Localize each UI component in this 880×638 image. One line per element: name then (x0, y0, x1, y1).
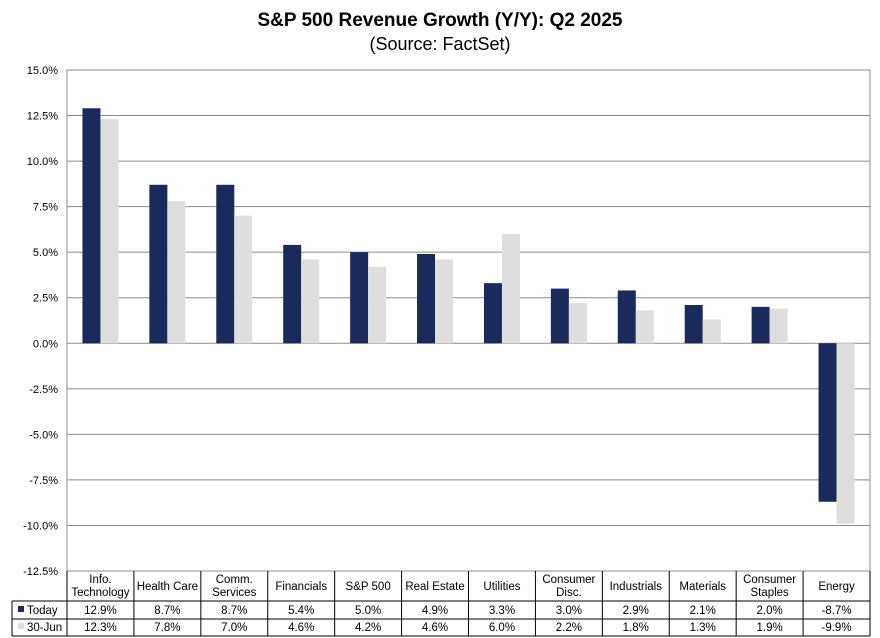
bar-today (684, 305, 703, 344)
bar-today (617, 290, 636, 344)
bar-30-jun (435, 259, 454, 344)
category-label: Consumer (542, 574, 595, 586)
data-label-today: 5.4% (288, 605, 314, 617)
category-label: Disc. (556, 587, 582, 599)
gridlines (66, 69, 871, 572)
y-axis: 15.0% 12.5% 10.0% 7.5% 5.0% 2.5% 0.0% -2.5% -5.0… (23, 65, 58, 578)
bar-30-jun (836, 343, 855, 524)
y-tick-label: 15.0% (27, 65, 58, 77)
y-tick-label: 2.5% (33, 293, 58, 305)
bar-30-jun (635, 310, 654, 344)
data-label-today: 5.0% (355, 605, 381, 617)
category-label: Consumer (743, 574, 796, 586)
data-label-30-jun: 7.8% (154, 622, 180, 634)
bar-30-jun (301, 259, 320, 344)
data-label-today: 12.9% (84, 605, 117, 617)
data-label-today: 3.0% (556, 605, 582, 617)
data-label-today: 8.7% (154, 605, 180, 617)
category-label: Technology (71, 587, 129, 599)
bar-30-jun (167, 201, 186, 344)
plot-area-border (66, 69, 871, 572)
y-tick-label: -2.5% (29, 384, 58, 396)
bar-30-jun (568, 303, 587, 344)
data-label-today: 2.1% (690, 605, 716, 617)
bar-today (417, 254, 436, 344)
chart-subtitle: (Source: FactSet) (369, 34, 510, 54)
data-table: Today 30-Jun Info.Technology 12.9% 12.3% Heal… (11, 571, 871, 637)
y-tick-label: -10.0% (23, 520, 58, 532)
category-label: Industrials (610, 581, 663, 593)
y-tick-label: 0.0% (33, 338, 58, 350)
data-label-today: 4.9% (422, 605, 448, 617)
category-label: Comm. (216, 574, 253, 586)
bar-today (216, 184, 235, 344)
data-label-30-jun: 1.8% (623, 622, 649, 634)
bar-today (818, 343, 837, 502)
category-label: Financials (275, 581, 327, 593)
data-label-today: -8.7% (822, 605, 852, 617)
bar-30-jun (100, 119, 119, 344)
bar-30-jun (234, 215, 253, 344)
data-label-today: 2.9% (623, 605, 649, 617)
bar-today (483, 283, 502, 344)
legend-key-30-jun (18, 623, 24, 629)
legend-label: Today (27, 605, 58, 617)
chart-title: S&P 500 Revenue Growth (Y/Y): Q2 2025 (257, 10, 622, 31)
y-tick-label: -12.5% (23, 566, 58, 578)
y-tick-label: -5.0% (29, 429, 58, 441)
bars (82, 108, 855, 524)
data-label-30-jun: 4.2% (355, 622, 381, 634)
data-label-30-jun: 2.2% (556, 622, 582, 634)
y-tick-label: 12.5% (27, 111, 58, 123)
category-label: Health Care (137, 581, 198, 593)
data-label-30-jun: 4.6% (288, 622, 314, 634)
bar-today (149, 184, 168, 344)
category-label: Materials (679, 581, 726, 593)
category-label: Real Estate (405, 581, 464, 593)
data-label-today: 3.3% (489, 605, 515, 617)
data-label-30-jun: 1.3% (690, 622, 716, 634)
category-label: Info. (89, 574, 111, 586)
category-label: Utilities (483, 581, 520, 593)
data-label-30-jun: 1.9% (757, 622, 783, 634)
data-label-today: 2.0% (757, 605, 783, 617)
y-tick-label: 10.0% (27, 156, 58, 168)
legend-label: 30-Jun (27, 622, 62, 634)
bar-30-jun (501, 233, 520, 344)
y-tick-label: 5.0% (33, 247, 58, 259)
bar-today (350, 252, 369, 344)
bar-today (550, 288, 569, 344)
data-label-30-jun: 6.0% (489, 622, 515, 634)
bar-30-jun (368, 266, 387, 344)
category-label: Energy (818, 581, 855, 593)
data-label-30-jun: 12.3% (84, 622, 117, 634)
bar-today (751, 306, 770, 344)
category-label: S&P 500 (346, 581, 391, 593)
y-tick-label: 7.5% (33, 202, 58, 214)
data-label-30-jun: 7.0% (221, 622, 247, 634)
bar-30-jun (702, 319, 721, 344)
data-label-today: 8.7% (221, 605, 247, 617)
category-label: Services (212, 587, 256, 599)
bar-today (283, 244, 302, 344)
data-label-30-jun: -9.9% (822, 622, 852, 634)
bar-today (82, 108, 101, 344)
legend-key-today (18, 606, 24, 612)
category-label: Staples (750, 587, 789, 599)
bar-30-jun (769, 308, 788, 344)
data-label-30-jun: 4.6% (422, 622, 448, 634)
y-tick-label: -7.5% (29, 475, 58, 487)
